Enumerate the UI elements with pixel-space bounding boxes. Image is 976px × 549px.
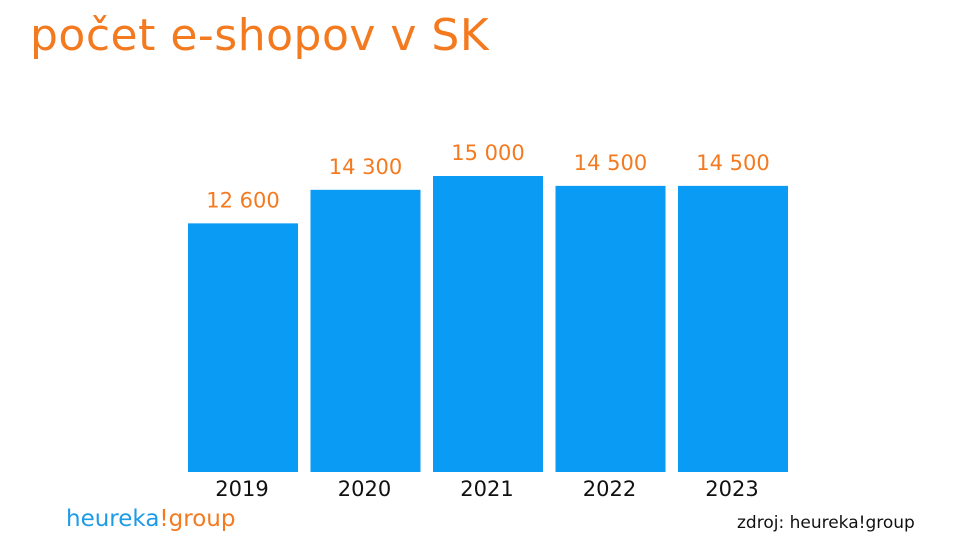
x-tick-label-2021: 2021 [460, 477, 513, 501]
x-tick-label-2020: 2020 [338, 477, 391, 501]
value-label-2023: 14 500 [696, 151, 769, 175]
x-tick-labels-group: 2019 2020 2021 2022 2023 [215, 477, 758, 501]
bar-2020 [310, 189, 421, 472]
logo-text-group: !group [159, 506, 236, 532]
bars-group [188, 176, 788, 472]
value-label-2022: 14 500 [574, 151, 647, 175]
bar-2021 [433, 176, 543, 472]
value-label-2021: 15 000 [451, 141, 524, 165]
x-tick-label-2022: 2022 [583, 477, 636, 501]
chart-title: počet e-shopov v SK [30, 10, 490, 61]
value-labels-group: 12 600 14 300 15 000 14 500 14 500 [206, 141, 769, 212]
value-label-2019: 12 600 [206, 188, 279, 212]
value-label-2020: 14 300 [329, 155, 402, 179]
bar-2019 [188, 223, 298, 472]
x-tick-label-2023: 2023 [705, 477, 758, 501]
bar-2023 [678, 185, 788, 472]
logo-text-heureka: heureka [66, 506, 160, 532]
x-tick-label-2019: 2019 [215, 477, 268, 501]
heureka-group-logo: heureka!group [66, 508, 235, 531]
source-note: zdroj: heureka!group [737, 513, 915, 533]
bar-2022 [555, 185, 666, 472]
